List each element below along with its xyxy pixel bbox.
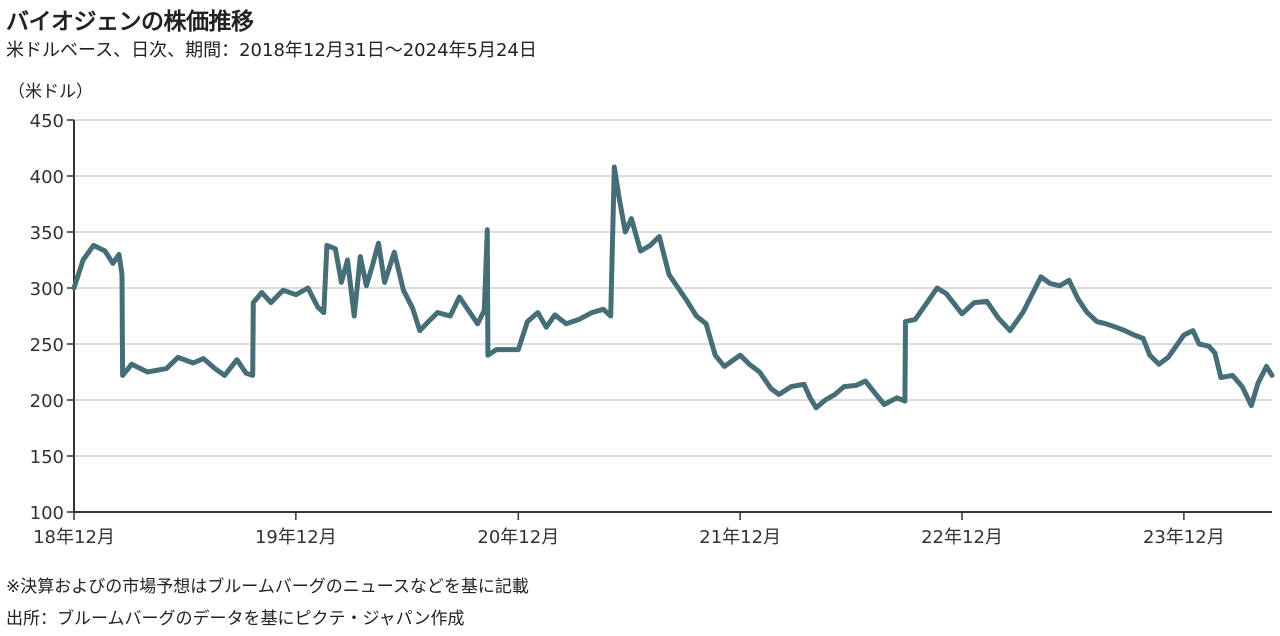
footnote-earnings-source: ※決算およびの市場予想はブルームバーグのニュースなどを基に記載 [6,577,529,597]
y-axis-unit-label: （米ドル） [8,82,93,102]
y-tick-label: 300 [30,279,64,300]
chart-title: バイオジェンの株価推移 [6,9,254,35]
y-tick-label: 100 [30,503,64,524]
chart-subtitle: 米ドルベース、日次、期間：2018年12月31日～2024年5月24日 [6,40,537,61]
x-tick-label: 18年12月 [33,527,115,548]
y-tick-label: 200 [30,391,64,412]
footnote-data-source: 出所：ブルームバーグのデータを基にピクテ・ジャパン作成 [6,609,465,629]
y-axis-ticks: 100 150 200 250 300 350 400 450 [30,111,74,524]
x-tick-label: 20年12月 [477,527,559,548]
x-tick-label: 22年12月 [921,527,1003,548]
x-axis-ticks: 18年12月 19年12月 20年12月 21年12月 22年12月 23年12月 [33,512,1225,548]
x-tick-label: 21年12月 [699,527,781,548]
x-tick-label: 19年12月 [255,527,337,548]
y-tick-label: 450 [30,111,64,132]
grid-lines [74,119,1272,457]
y-tick-label: 250 [30,335,64,356]
y-tick-label: 150 [30,447,64,468]
y-tick-label: 350 [30,223,64,244]
y-tick-label: 400 [30,167,64,188]
x-tick-label: 23年12月 [1143,527,1225,548]
price-series-line [71,164,1275,411]
